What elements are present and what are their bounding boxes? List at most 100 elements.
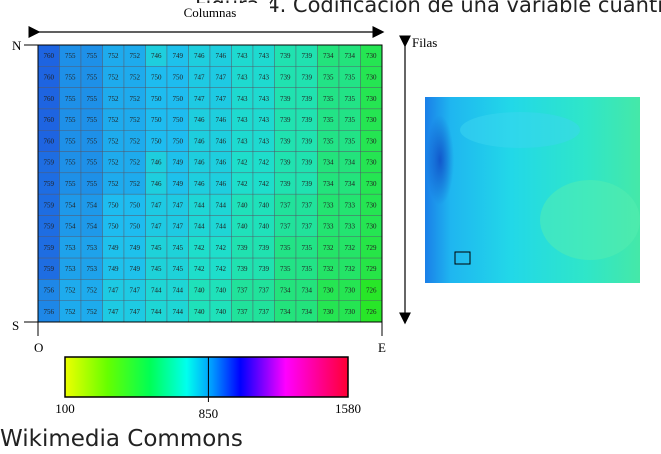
cell-value: 739: [302, 159, 313, 167]
cell-value: 755: [65, 73, 76, 81]
cell-value: 737: [237, 308, 248, 316]
cell-value: 747: [216, 73, 227, 81]
cell-value: 752: [130, 73, 141, 81]
cell-value: 740: [216, 308, 227, 316]
cell-value: 737: [259, 287, 270, 295]
cell-value: 739: [302, 180, 313, 188]
cell-value: 747: [151, 201, 162, 209]
cell-value: 739: [280, 116, 291, 124]
cell-value: 730: [366, 159, 377, 167]
cell-value: 744: [173, 287, 184, 295]
cell-value: 749: [130, 244, 141, 252]
cell-value: 742: [259, 180, 270, 188]
cell-value: 752: [108, 116, 119, 124]
cell-value: 760: [44, 52, 55, 60]
figure: Figura 4. Codificación de una variable c…: [0, 0, 661, 454]
cell-value: 735: [323, 116, 334, 124]
cell-value: 746: [194, 137, 205, 145]
cell-value: 744: [151, 287, 162, 295]
cell-value: 754: [65, 201, 76, 209]
cell-value: 742: [237, 159, 248, 167]
cell-value: 739: [259, 244, 270, 252]
cell-value: 733: [345, 223, 356, 231]
cell-value: 734: [345, 159, 356, 167]
cell-value: 730: [366, 223, 377, 231]
cell-value: 752: [108, 159, 119, 167]
cell-value: 742: [259, 159, 270, 167]
cell-value: 739: [280, 159, 291, 167]
row-label: Filas: [412, 35, 437, 50]
cell-value: 755: [87, 52, 98, 60]
cell-value: 735: [302, 265, 313, 273]
cell-value: 746: [194, 52, 205, 60]
cell-value: 739: [302, 52, 313, 60]
cell-value: 750: [151, 73, 162, 81]
cell-value: 759: [44, 201, 55, 209]
colorbar: [65, 357, 348, 397]
cell-value: 740: [194, 287, 205, 295]
cell-value: 742: [237, 180, 248, 188]
colorbar-label: 1580: [335, 401, 361, 416]
cell-value: 760: [44, 95, 55, 103]
cell-value: 755: [65, 116, 76, 124]
cell-value: 752: [130, 137, 141, 145]
cell-value: 739: [280, 137, 291, 145]
cell-value: 750: [151, 137, 162, 145]
north-label: N: [12, 38, 22, 53]
cell-value: 747: [173, 223, 184, 231]
cell-value: 744: [216, 201, 227, 209]
cell-value: 734: [302, 308, 313, 316]
cell-value: 733: [323, 201, 334, 209]
cell-value: 750: [108, 223, 119, 231]
cell-value: 733: [323, 223, 334, 231]
cell-value: 749: [173, 180, 184, 188]
cell-value: 739: [302, 95, 313, 103]
cell-value: 739: [302, 116, 313, 124]
credit: Wikimedia Commons: [0, 426, 243, 452]
cell-value: 730: [366, 52, 377, 60]
cell-value: 749: [173, 159, 184, 167]
cell-value: 746: [216, 137, 227, 145]
cell-value: 739: [302, 73, 313, 81]
cell-value: 747: [194, 95, 205, 103]
cell-value: 729: [366, 265, 377, 273]
cell-value: 746: [151, 52, 162, 60]
cell-value: 742: [216, 265, 227, 273]
cell-value: 735: [345, 95, 356, 103]
cell-value: 734: [280, 287, 291, 295]
cell-value: 737: [280, 201, 291, 209]
cell-value: 742: [194, 265, 205, 273]
cell-value: 753: [65, 265, 76, 273]
cell-value: 754: [87, 201, 98, 209]
cell-value: 740: [259, 201, 270, 209]
column-label: Columnas: [184, 5, 237, 20]
cell-value: 740: [259, 223, 270, 231]
cell-value: 756: [44, 308, 55, 316]
cell-value: 739: [280, 73, 291, 81]
cell-value: 743: [259, 95, 270, 103]
cell-value: 740: [237, 223, 248, 231]
cell-value: 746: [194, 159, 205, 167]
cell-value: 747: [130, 308, 141, 316]
cell-value: 730: [366, 201, 377, 209]
cell-value: 734: [323, 52, 334, 60]
cell-value: 759: [44, 223, 55, 231]
cell-value: 750: [151, 116, 162, 124]
cell-value: 744: [151, 308, 162, 316]
cell-value: 744: [194, 223, 205, 231]
cell-value: 752: [130, 159, 141, 167]
cell-value: 753: [65, 244, 76, 252]
cell-value: 739: [280, 95, 291, 103]
cell-value: 755: [65, 137, 76, 145]
cell-value: 745: [173, 265, 184, 273]
west-label: O: [34, 340, 43, 355]
cell-value: 739: [259, 265, 270, 273]
cell-value: 729: [366, 244, 377, 252]
cell-value: 734: [323, 159, 334, 167]
cell-value: 755: [87, 159, 98, 167]
cell-value: 735: [302, 244, 313, 252]
cell-value: 733: [345, 201, 356, 209]
cell-value: 735: [280, 244, 291, 252]
cell-value: 747: [216, 95, 227, 103]
cell-value: 750: [130, 223, 141, 231]
